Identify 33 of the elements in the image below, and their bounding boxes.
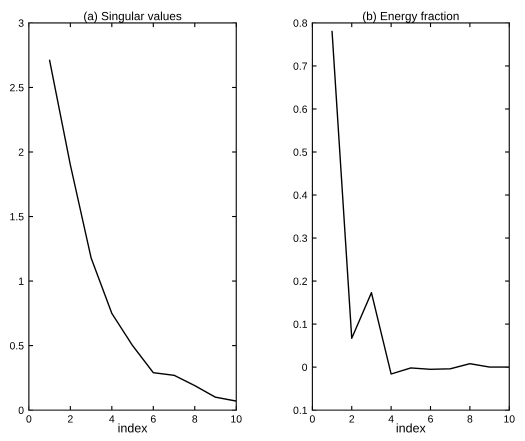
y-tick-label: 0.1 xyxy=(293,320,308,328)
y-tick-label: 0.3 xyxy=(293,234,308,242)
x-tick-label: 6 xyxy=(428,415,433,423)
y-tick-label: 0.5 xyxy=(10,342,24,350)
x-tick-label: 6 xyxy=(150,415,156,423)
y-tick-label: 0 xyxy=(18,406,24,414)
y-tick-label: 0.6 xyxy=(293,105,308,113)
x-tick-label: 4 xyxy=(109,415,114,423)
x-tick-label: 0 xyxy=(26,415,32,423)
x-axis-title: index xyxy=(396,423,426,432)
y-tick-label: 0.1 xyxy=(293,406,308,414)
chart-title: (b) Energy fraction xyxy=(362,12,459,23)
y-tick-label: 2 xyxy=(18,148,24,156)
y-tick-label: 0.7 xyxy=(293,62,307,70)
y-tick-label: 0.5 xyxy=(293,148,308,156)
x-tick-label: 0 xyxy=(310,415,315,423)
chart-title: (a) Singular values xyxy=(84,12,182,23)
x-tick-label: 10 xyxy=(504,415,515,423)
x-tick-label: 10 xyxy=(231,415,242,423)
y-tick-label: 0 xyxy=(302,364,308,371)
x-tick-label: 8 xyxy=(192,415,198,423)
y-tick-label: 0.4 xyxy=(293,192,308,199)
x-tick-label: 2 xyxy=(349,415,354,423)
y-tick-label: 2.5 xyxy=(10,84,24,92)
y-tick-label: 0.2 xyxy=(293,278,307,285)
y-tick-label: 3 xyxy=(18,19,24,27)
y-tick-label: 1 xyxy=(19,278,24,285)
x-tick-label: 4 xyxy=(388,415,394,423)
x-tick-label: 2 xyxy=(68,415,73,423)
x-tick-label: 8 xyxy=(467,415,472,423)
y-tick-label: 0.8 xyxy=(293,19,308,27)
y-tick-label: 1.5 xyxy=(10,213,24,220)
x-axis-title: index xyxy=(118,423,148,432)
